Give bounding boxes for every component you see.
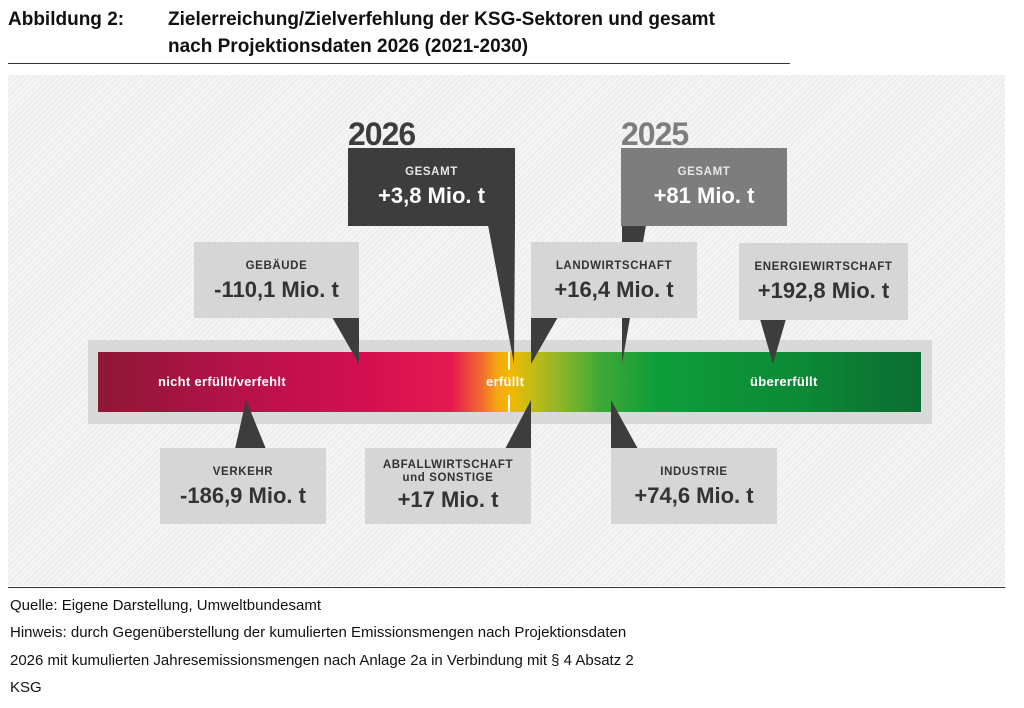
callout-value: +16,4 Mio. t [554, 277, 674, 302]
hint-line-1: Hinweis: durch Gegenüberstellung der kum… [10, 624, 627, 641]
callout-abfallwirtschaft: ABFALLWIRTSCHAFT und SONSTIGE +17 Mio. t [365, 448, 531, 524]
callout-gebaeude: GEBÄUDE -110,1 Mio. t [194, 242, 359, 318]
year-label-2025: 2025 [621, 116, 689, 152]
marker-dash-bottom [508, 395, 510, 412]
year-label-2026: 2026 [348, 116, 416, 152]
title-divider [8, 63, 790, 64]
pointer-energiewirtschaft [760, 319, 786, 364]
callout-value: -186,9 Mio. t [180, 483, 306, 508]
pointer-industrie [611, 400, 638, 449]
callout-industrie: INDUSTRIE +74,6 Mio. t [611, 448, 777, 524]
callout-landwirtschaft: LANDWIRTSCHAFT +16,4 Mio. t [531, 242, 697, 318]
callout-value: +3,8 Mio. t [378, 183, 485, 208]
callout-caption: LANDWIRTSCHAFT [555, 260, 673, 272]
callout-caption-2: und SONSTIGE [402, 472, 494, 484]
hint-line-2: 2026 mit kumulierten Jahresemissionsmeng… [10, 652, 634, 669]
callout-caption: INDUSTRIE [660, 466, 728, 478]
label-met: erfüllt [486, 374, 525, 389]
pointer-landwirtschaft [531, 317, 558, 364]
callout-gesamt-2026: GESAMT +3,8 Mio. t [348, 148, 515, 226]
pointer-abfallwirtschaft [505, 400, 531, 449]
pointer-gesamt-2026 [488, 225, 515, 364]
figure-title-line-2: nach Projektionsdaten 2026 (2021-2030) [168, 36, 529, 57]
callout-caption: GEBÄUDE [245, 260, 308, 272]
callout-value: -110,1 Mio. t [214, 277, 339, 302]
callout-verkehr: VERKEHR -186,9 Mio. t [160, 448, 326, 524]
callout-value: +17 Mio. t [397, 487, 499, 512]
callout-caption: VERKEHR [212, 466, 274, 478]
label-not-met: nicht erfüllt/verfehlt [158, 374, 286, 389]
callout-value: +74,6 Mio. t [634, 483, 754, 508]
callout-caption: GESAMT [405, 166, 458, 178]
footer-divider [8, 587, 1005, 588]
callout-value: +192,8 Mio. t [757, 278, 890, 303]
pointer-verkehr [235, 400, 266, 449]
figure-title-line-1: Zielerreichung/Zielverfehlung der KSG-Se… [168, 9, 715, 30]
source-note: Quelle: Eigene Darstellung, Umweltbundes… [10, 597, 321, 614]
hint-line-3: KSG [10, 679, 42, 696]
pointer-gebaeude [332, 317, 359, 364]
callout-caption: ABFALLWIRTSCHAFT [382, 459, 514, 471]
callout-caption: ENERGIEWIRTSCHAFT [754, 261, 893, 273]
callout-energiewirtschaft: ENERGIEWIRTSCHAFT +192,8 Mio. t [739, 243, 908, 320]
callout-gesamt-2025: GESAMT +81 Mio. t [621, 148, 787, 226]
callout-caption: GESAMT [677, 166, 731, 178]
label-exceeded: übererfüllt [750, 374, 818, 389]
figure-label: Abbildung 2: [8, 9, 125, 30]
callout-value: +81 Mio. t [653, 183, 755, 208]
marker-dash-top [508, 352, 510, 370]
